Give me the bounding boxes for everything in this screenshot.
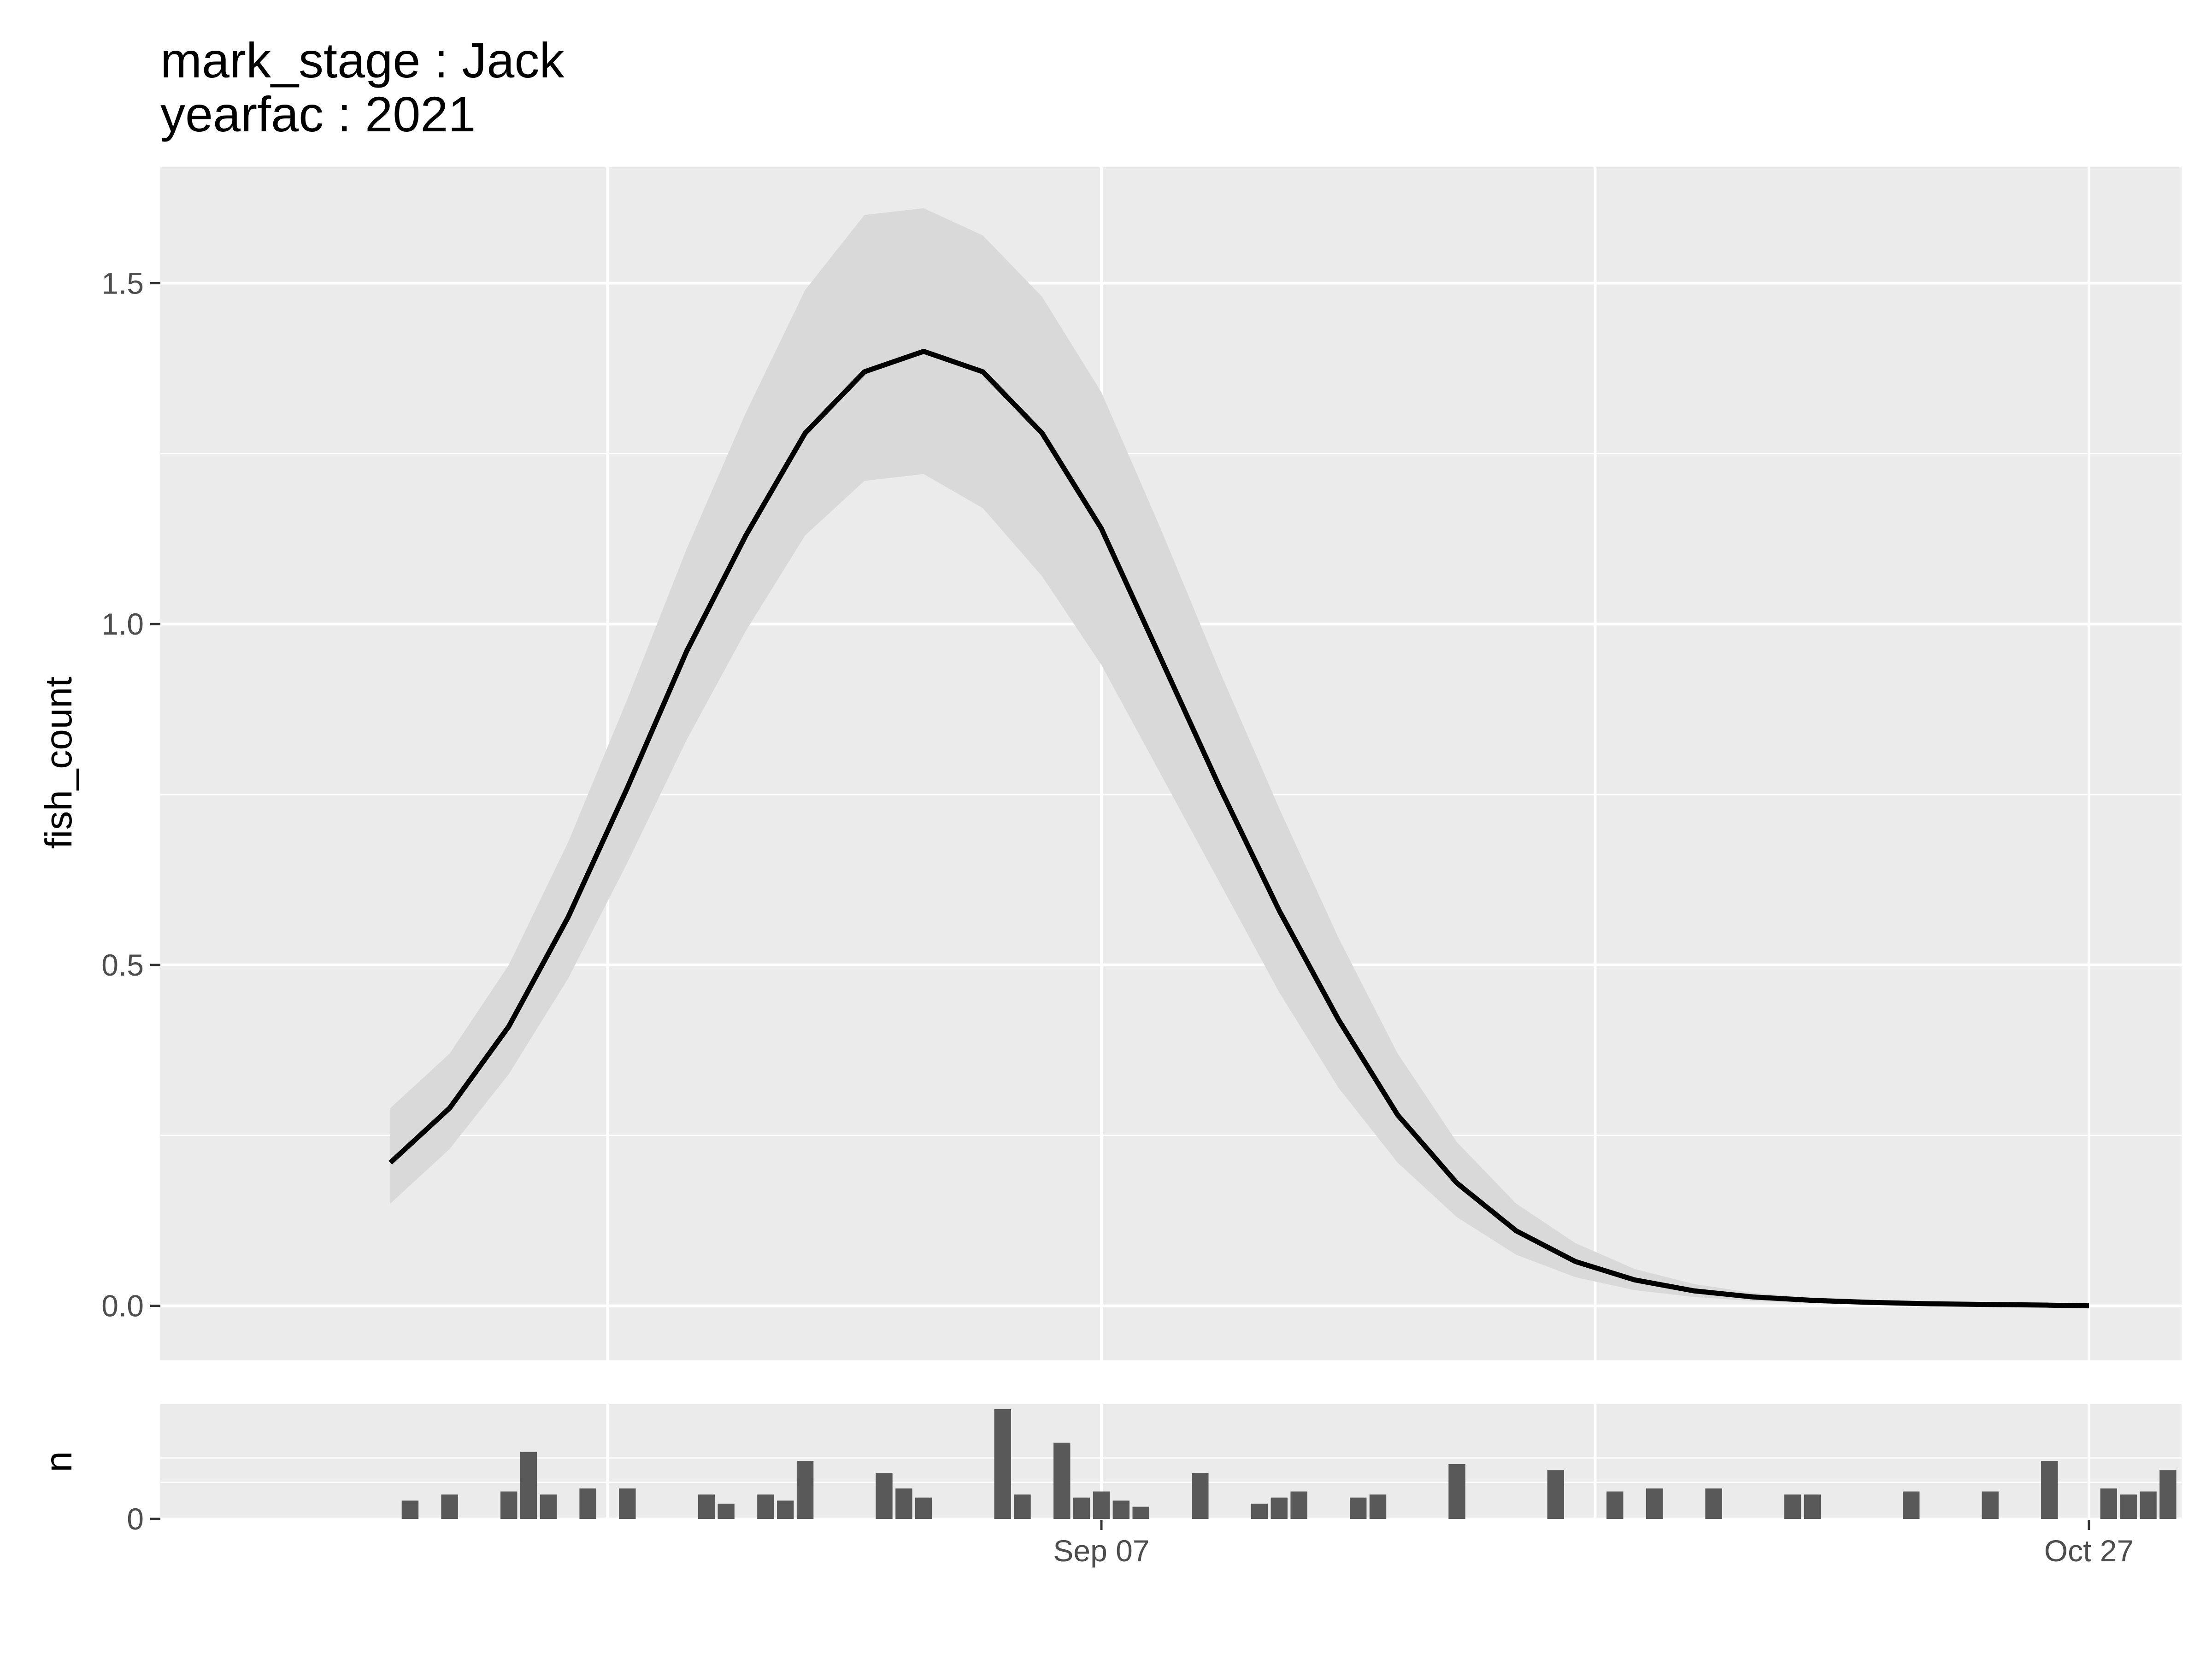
count-bar [579,1488,596,1519]
count-bar [619,1488,636,1519]
count-bar [1369,1494,1387,1519]
count-bar [994,1409,1011,1519]
y-tick-label: 0.5 [101,948,144,982]
fitted-line [388,348,2089,1309]
count-bar [1606,1491,1624,1519]
main-panel: 0.0 0.5 1.0 1.5 [101,167,2182,1360]
count-bar [895,1488,912,1519]
count-bar [777,1500,794,1519]
count-bar [1646,1488,1663,1519]
count-bar [718,1503,735,1519]
title-line-2: yearfac : 2021 [160,86,476,142]
count-panel: 0 Sep 07 Oct 27 [112,1404,2182,1568]
count-bar [915,1497,932,1519]
x-tick-label: Sep 07 [1053,1534,1149,1568]
count-bar [401,1500,419,1519]
y-tick-label: 0 [127,1502,144,1536]
count-panel-background [160,1404,2182,1520]
y-tick-label: 1.0 [101,607,144,641]
count-bar [1290,1491,1307,1519]
y-axis-title-fish-count: fish_count [38,677,80,849]
count-bar [1073,1497,1090,1519]
count-bar [1014,1494,1031,1519]
count-bar [520,1452,537,1519]
count-bar [698,1494,715,1519]
title-line-1: mark_stage : Jack [160,32,565,88]
count-bar [540,1494,557,1519]
count-bar [1192,1473,1209,1519]
count-bar [1093,1491,1110,1519]
count-bar [1053,1442,1071,1519]
count-bar [1251,1503,1268,1519]
y-axis-title-n: n [38,1451,80,1472]
count-bar [757,1494,774,1519]
count-bar [2159,1470,2177,1519]
count-bar [876,1473,893,1519]
count-bar [441,1494,458,1519]
x-tick-label: Oct 27 [2044,1534,2134,1568]
count-bar [1784,1494,1801,1519]
count-bar [1448,1464,1465,1519]
count-bar [2140,1491,2157,1519]
count-bar [2041,1461,2058,1519]
count-bar [1982,1491,1999,1519]
confidence-ribbon [390,208,2089,1306]
count-bar [1903,1491,1920,1519]
count-bar [1132,1506,1149,1519]
count-bar [2120,1494,2137,1519]
count-bar [1804,1494,1821,1519]
count-bar [796,1461,814,1519]
count-bar [1112,1500,1130,1519]
count-bar [1547,1470,1564,1519]
count-bar [2100,1488,2117,1519]
count-bar [1350,1497,1367,1519]
y-tick-label: 1.5 [101,266,144,300]
y-tick-label: 0.0 [101,1289,144,1323]
count-bar [500,1491,518,1519]
count-bar [1705,1488,1722,1519]
count-bar [1271,1497,1288,1519]
